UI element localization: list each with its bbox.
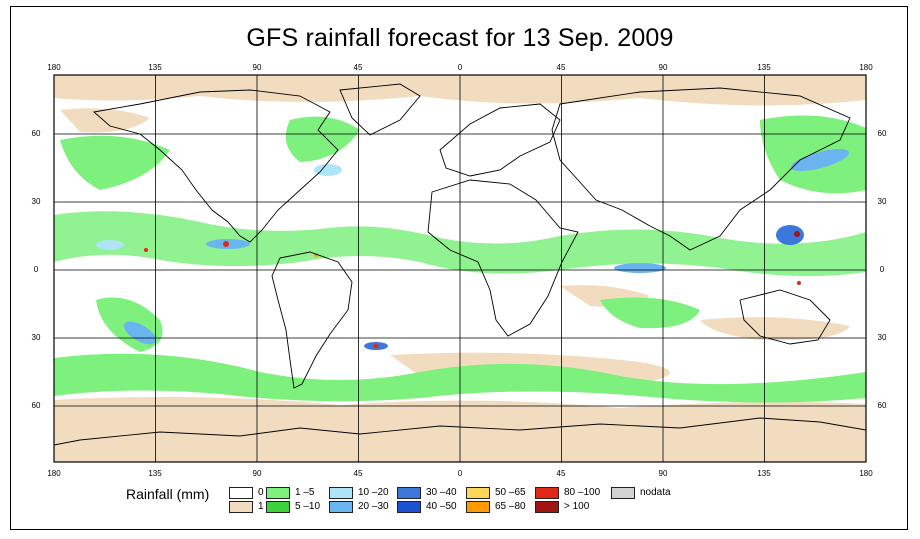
lon-label-top: 180 — [47, 63, 61, 72]
lon-label-bottom: 0 — [457, 469, 463, 478]
lon-label-top: 0 — [457, 63, 463, 72]
lat-label-left: 60 — [31, 401, 41, 410]
legend-label: > 100 — [564, 501, 590, 512]
legend-label: 5 –10 — [295, 501, 321, 512]
lon-label-top: 45 — [353, 63, 363, 72]
legend-label: 1 — [258, 501, 264, 512]
legend-swatch — [397, 487, 421, 499]
north-america-outline — [92, 89, 339, 243]
legend-label: 40 –50 — [426, 501, 457, 512]
rain-band-heavy — [96, 149, 850, 350]
lat-label-right: 60 — [877, 129, 887, 138]
legend-swatch — [535, 487, 559, 499]
legend-swatch — [266, 501, 290, 513]
lat-label-left: 30 — [31, 197, 41, 206]
lon-label-bottom: 180 — [47, 469, 61, 478]
legend-swatch — [229, 501, 253, 513]
legend-swatch — [229, 487, 253, 499]
greenland-outline — [339, 83, 421, 136]
lat-label-right: 60 — [877, 401, 887, 410]
legend-swatch — [466, 487, 490, 499]
lon-label-bottom: 135 — [148, 469, 162, 478]
map-border — [53, 74, 867, 463]
legend-label: 20 –30 — [358, 501, 389, 512]
asia-outline — [551, 87, 851, 251]
legend-swatch — [535, 501, 559, 513]
lat-label-left: 30 — [31, 333, 41, 342]
legend-label: nodata — [640, 487, 671, 498]
lon-label-bottom: 45 — [353, 469, 363, 478]
lon-label-top: 135 — [757, 63, 771, 72]
europe-outline — [439, 103, 561, 177]
legend-swatch — [611, 487, 635, 499]
figure-frame — [10, 6, 908, 530]
legend-label: 50 –65 — [495, 487, 526, 498]
map-title: GFS rainfall forecast for 13 Sep. 2009 — [246, 24, 674, 52]
lon-label-top: 135 — [148, 63, 162, 72]
africa-outline — [427, 179, 579, 337]
legend-swatch — [329, 501, 353, 513]
legend-label: 80 –100 — [564, 487, 601, 498]
south-america-outline — [271, 251, 353, 389]
legend-label: 10 –20 — [358, 487, 389, 498]
lat-label-right: 0 — [879, 265, 885, 274]
legend-swatch — [466, 501, 490, 513]
australia-outline — [739, 289, 831, 345]
lon-label-bottom: 135 — [757, 469, 771, 478]
continent-outlines — [54, 83, 866, 462]
rain-spots-intense — [144, 231, 801, 349]
lat-label-left: 60 — [31, 129, 41, 138]
lat-label-left: 0 — [33, 265, 39, 274]
legend-swatch — [397, 501, 421, 513]
legend-swatch — [266, 487, 290, 499]
lon-label-top: 90 — [658, 63, 668, 72]
lon-label-top: 180 — [859, 63, 873, 72]
legend-swatch — [329, 487, 353, 499]
lon-label-bottom: 90 — [252, 469, 262, 478]
lat-label-right: 30 — [877, 197, 887, 206]
lat-label-right: 30 — [877, 333, 887, 342]
legend-label: 30 –40 — [426, 487, 457, 498]
legend-label: 65 –80 — [495, 501, 526, 512]
lon-label-bottom: 45 — [556, 469, 566, 478]
graticule — [54, 75, 866, 462]
lon-label-bottom: 180 — [859, 469, 873, 478]
legend-label: 0 — [258, 487, 264, 498]
antarctica-outline — [54, 417, 866, 462]
lon-label-bottom: 90 — [658, 469, 668, 478]
legend-title: Rainfall (mm) — [126, 486, 210, 502]
legend-label: 1 –5 — [295, 487, 315, 498]
lon-label-top: 45 — [556, 63, 566, 72]
lon-label-top: 90 — [252, 63, 262, 72]
